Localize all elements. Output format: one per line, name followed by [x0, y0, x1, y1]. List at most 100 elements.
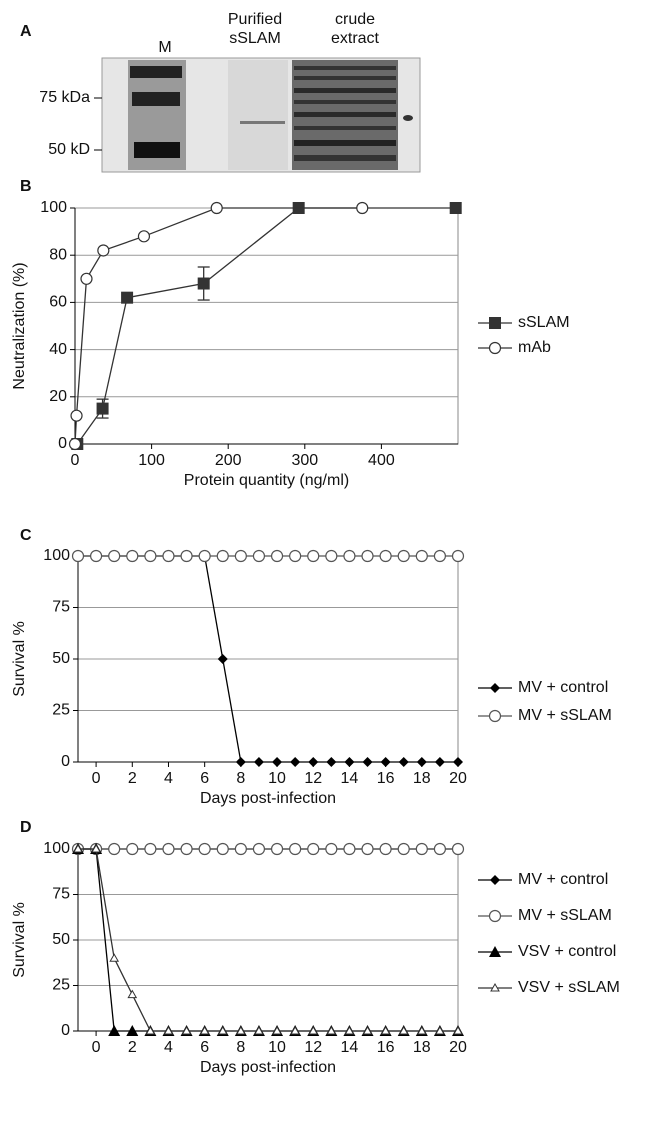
x-tick-label: 16	[377, 770, 395, 787]
marker	[108, 549, 121, 563]
lane-label: crude extract	[330, 11, 379, 47]
marker	[488, 341, 502, 355]
marker	[126, 1025, 139, 1036]
marker	[344, 757, 355, 767]
panel-label: C	[20, 527, 32, 544]
marker	[289, 842, 302, 856]
series-line	[78, 848, 458, 1032]
panel-label: B	[20, 178, 32, 195]
y-axis-title: Neutralization (%)	[11, 262, 28, 389]
y-tick-label: 75	[52, 886, 70, 903]
marker	[217, 654, 228, 664]
marker	[489, 946, 501, 957]
x-tick-label: 18	[413, 1039, 431, 1056]
y-tick-label: 80	[49, 246, 67, 263]
panel-label: A	[20, 23, 32, 40]
panel-label: D	[20, 819, 32, 836]
marker	[137, 230, 151, 243]
marker	[434, 757, 445, 767]
x-tick-label: 12	[304, 770, 322, 787]
marker	[126, 842, 139, 856]
x-tick-label: 8	[236, 770, 245, 787]
marker	[199, 1025, 210, 1035]
marker	[344, 1025, 355, 1035]
legend-label: mAb	[518, 339, 551, 356]
marker	[307, 549, 320, 563]
x-tick-label: 10	[268, 1039, 286, 1056]
marker	[488, 909, 502, 923]
y-tick-label: 60	[49, 294, 67, 311]
marker	[361, 842, 374, 856]
marker	[308, 1025, 319, 1035]
x-tick-label: 20	[449, 770, 467, 787]
lane-label: Purified sSLAM	[227, 11, 283, 47]
y-axis-title: Survival %	[11, 902, 28, 978]
marker	[91, 843, 101, 853]
marker	[415, 842, 428, 856]
x-tick-label: 2	[128, 1039, 137, 1056]
marker	[362, 1025, 373, 1035]
marker	[379, 549, 392, 563]
x-tick-label: 4	[164, 1039, 173, 1056]
marker	[272, 1025, 282, 1035]
y-tick-label: 0	[61, 1022, 70, 1039]
y-tick-label: 75	[52, 599, 70, 616]
marker	[198, 842, 211, 856]
marker	[308, 757, 319, 767]
y-tick-label: 50	[52, 931, 70, 948]
marker	[453, 1025, 463, 1035]
x-tick-label: 16	[377, 1039, 395, 1056]
legend-label: MV + sSLAM	[518, 707, 612, 724]
marker	[108, 1025, 121, 1036]
marker	[126, 549, 139, 563]
marker	[433, 549, 447, 563]
legend-label: VSV + control	[518, 943, 616, 960]
x-axis-title: Days post-infection	[200, 1059, 336, 1076]
marker	[234, 549, 247, 563]
marker	[144, 549, 157, 563]
marker	[252, 549, 266, 563]
series-line	[76, 207, 456, 445]
marker	[290, 1025, 301, 1035]
marker	[89, 549, 103, 563]
marker	[343, 842, 356, 856]
marker	[197, 277, 210, 290]
series-line	[74, 207, 363, 445]
gel-image	[94, 57, 421, 173]
x-tick-label: 18	[413, 770, 431, 787]
y-tick-label: 40	[49, 341, 67, 358]
marker	[217, 1025, 228, 1035]
marker	[433, 842, 447, 856]
marker	[270, 549, 284, 563]
marker	[252, 842, 266, 856]
marker	[325, 842, 338, 856]
marker	[307, 842, 320, 856]
marker	[254, 1025, 264, 1035]
marker	[96, 402, 109, 415]
y-tick-label: 100	[43, 547, 70, 564]
marker	[490, 683, 500, 693]
y-tick-label: 20	[49, 388, 67, 405]
marker	[490, 875, 500, 885]
marker	[326, 757, 337, 767]
legend-label: VSV + sSLAM	[518, 979, 620, 996]
marker	[416, 757, 427, 767]
marker	[127, 989, 138, 999]
marker	[73, 843, 83, 853]
x-axis-title: Protein quantity (ng/ml)	[184, 472, 349, 489]
y-tick-label: 25	[52, 977, 70, 994]
marker	[180, 842, 193, 856]
marker	[362, 757, 373, 767]
y-tick-label: 0	[58, 435, 67, 452]
marker	[397, 842, 410, 856]
marker	[253, 757, 264, 767]
marker	[326, 1025, 337, 1035]
marker	[398, 1025, 409, 1035]
marker	[356, 201, 369, 215]
marker	[435, 1025, 445, 1035]
plot-frame	[74, 207, 459, 445]
marker	[449, 202, 462, 214]
x-tick-label: 14	[341, 1039, 359, 1056]
